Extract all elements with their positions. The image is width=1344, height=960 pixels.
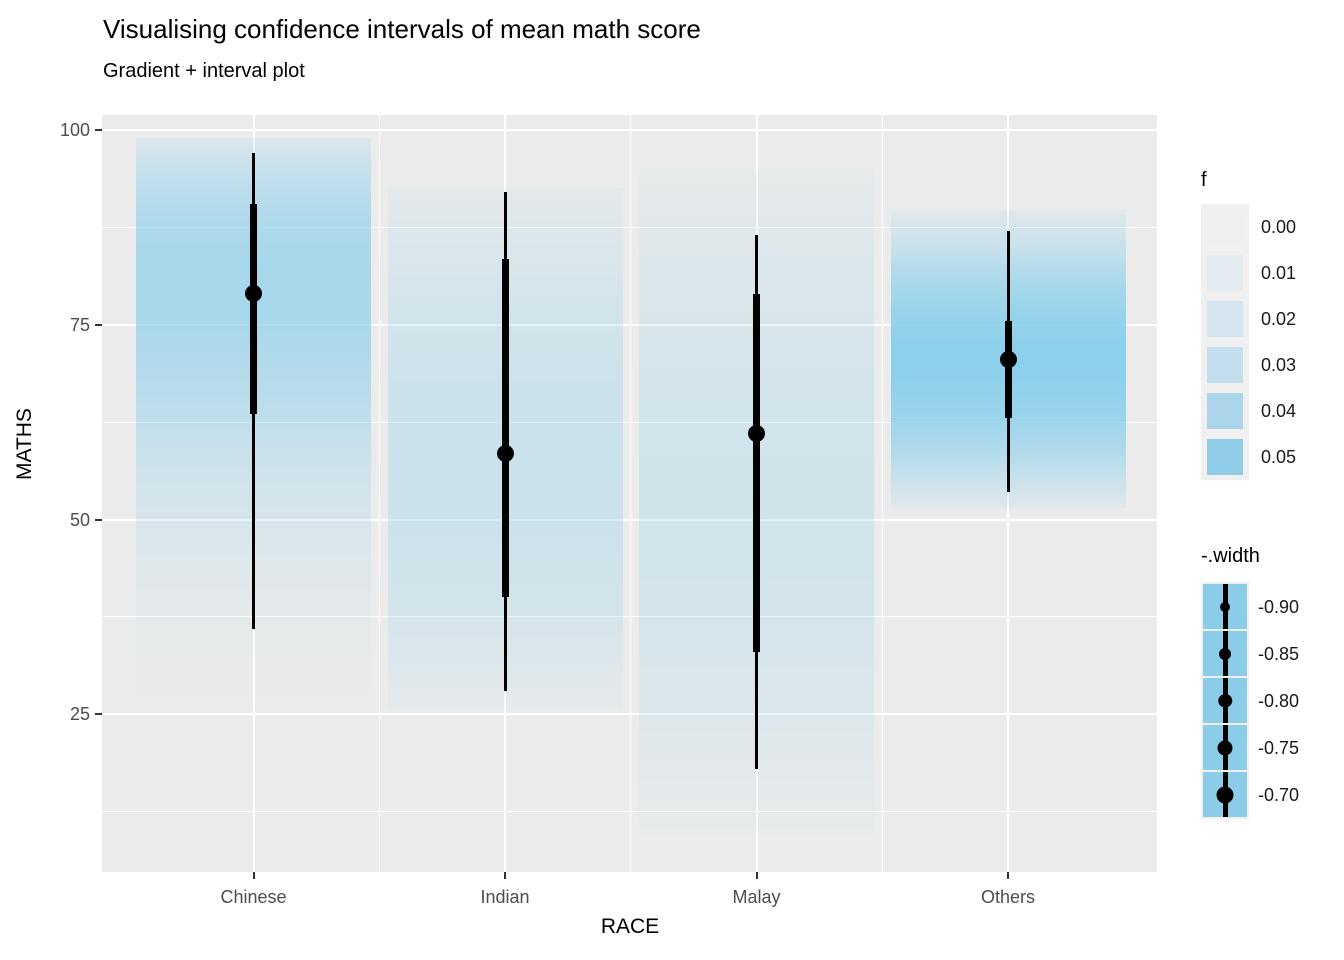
legend-width-dot-glyph (1216, 786, 1234, 803)
gridline-minor-y (102, 811, 1157, 813)
legend-width-dot-glyph (1220, 601, 1230, 612)
point-mean-others (999, 351, 1017, 369)
legend-f-key-0.05 (1207, 439, 1243, 475)
legend-f-label-0.03: 0.03 (1261, 355, 1297, 375)
legend-width-key--0.90 (1203, 584, 1247, 629)
gridline-major-y (102, 518, 1157, 521)
y-tick-100 (95, 129, 102, 131)
legend-width-label--0.80: -0.80 (1258, 690, 1300, 711)
y-tick-label-100: 100 (59, 120, 90, 140)
gridline-minor-x (881, 115, 883, 872)
legend-f-label-0.00: 0.00 (1261, 217, 1297, 237)
legend-f-title: f (1201, 169, 1207, 191)
gridline-minor-x (378, 115, 380, 872)
legend-width-key--0.75 (1203, 725, 1247, 770)
legend-f-label-0.02: 0.02 (1261, 309, 1297, 329)
interval-thick-others (1004, 320, 1012, 419)
y-tick-label-50: 50 (69, 509, 90, 530)
y-tick-25 (95, 713, 102, 716)
legend-width-label--0.90: -0.90 (1258, 596, 1300, 617)
legend-f-label-0.05: 0.05 (1261, 447, 1297, 467)
point-mean-indian (496, 444, 514, 462)
x-tick-chinese (252, 872, 255, 879)
point-mean-chinese (245, 285, 262, 303)
y-axis-title: MATHS (13, 408, 36, 480)
plot-panel (102, 115, 1157, 872)
x-tick-others (1007, 872, 1009, 879)
legend-f-key-0.02 (1207, 301, 1243, 337)
gridline-major-y (102, 323, 1157, 326)
y-tick-label-75: 75 (69, 314, 90, 335)
point-mean-malay (748, 425, 765, 443)
interval-thick-indian (501, 258, 509, 598)
legend-width-dot-glyph (1218, 693, 1232, 708)
legend-width-label--0.85: -0.85 (1258, 643, 1300, 664)
interval-thick-malay (753, 293, 760, 652)
legend-f-label-0.04: 0.04 (1261, 401, 1297, 421)
legend-width-dot-glyph (1219, 647, 1231, 660)
y-tick-label-25: 25 (69, 704, 90, 725)
x-tick-label-others: Others (980, 887, 1036, 907)
legend-f-key-0.00 (1207, 209, 1243, 245)
gridline-minor-y (102, 616, 1157, 618)
x-tick-label-malay: Malay (732, 887, 781, 907)
legend-f-key-0.03 (1207, 347, 1243, 383)
x-tick-indian (504, 872, 506, 879)
legend-f-strip (1201, 204, 1249, 480)
gridline-minor-x (630, 115, 632, 872)
legend-width-label--0.75: -0.75 (1258, 737, 1300, 758)
legend-f-key-0.04 (1207, 393, 1243, 429)
legend-width-title: -.width (1201, 545, 1260, 567)
legend-f-key-0.01 (1207, 255, 1243, 291)
x-tick-label-chinese: Chinese (220, 887, 287, 907)
legend-width-key--0.70 (1203, 772, 1247, 817)
x-tick-label-indian: Indian (480, 887, 530, 907)
gridline-minor-y (102, 421, 1157, 423)
legend-f-label-0.01: 0.01 (1261, 263, 1297, 283)
gridline-major-y (102, 129, 1157, 131)
interval-thick-chinese (250, 204, 257, 415)
x-axis-title: RACE (600, 915, 660, 938)
y-tick-75 (95, 323, 102, 326)
legend-width-key--0.85 (1203, 631, 1247, 676)
plot-subtitle: Gradient + interval plot (103, 60, 305, 82)
x-tick-malay (755, 872, 758, 879)
legend-width-key--0.80 (1203, 678, 1247, 723)
gridline-major-y (102, 713, 1157, 716)
gridline-minor-y (102, 226, 1157, 228)
legend-width-dot-glyph (1217, 740, 1233, 755)
y-tick-50 (95, 518, 102, 521)
plot-title: Visualising confidence intervals of mean… (103, 14, 701, 44)
legend-width-label--0.70: -0.70 (1258, 784, 1300, 805)
